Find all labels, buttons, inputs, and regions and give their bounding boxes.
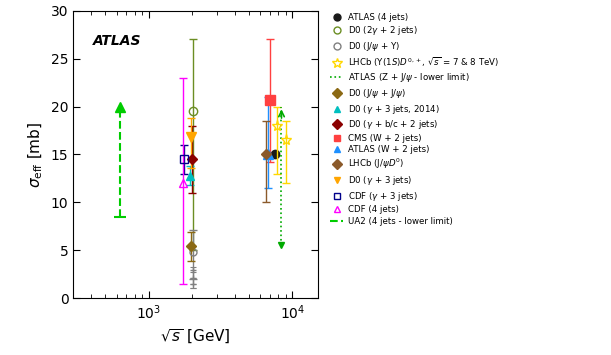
Y-axis label: $\sigma_{\mathrm{eff}}$ [mb]: $\sigma_{\mathrm{eff}}$ [mb]: [27, 121, 45, 187]
Text: ATLAS: ATLAS: [93, 34, 141, 48]
Legend: ATLAS (4 jets), D0 (2$\gamma$ + 2 jets), D0 (J/$\psi$ + $\Upsilon$), LHCb ($\Ups: ATLAS (4 jets), D0 (2$\gamma$ + 2 jets),…: [327, 9, 502, 229]
X-axis label: $\sqrt{s}$ [GeV]: $\sqrt{s}$ [GeV]: [160, 327, 231, 345]
